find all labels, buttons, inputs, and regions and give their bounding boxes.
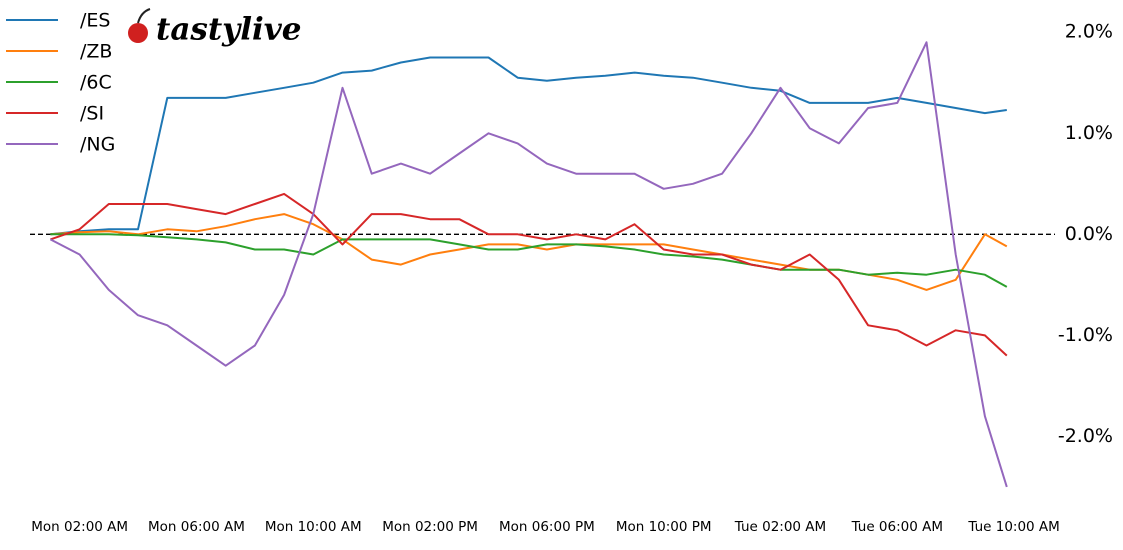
legend-label: /NG [80,134,115,156]
logo-stem [137,8,151,24]
legend-label: /SI [80,103,104,125]
series-line [50,56,1007,236]
series-line [50,233,1008,288]
x-tick-label: Mon 10:00 AM [265,519,362,535]
legend-label: /ES [80,10,110,32]
x-tick-label: Tue 10:00 AM [967,519,1059,535]
legend-label: /6C [80,72,112,94]
y-tick-label: 1.0% [1065,122,1113,144]
x-tick-label: Mon 06:00 PM [499,519,595,535]
x-tick-label: Tue 06:00 AM [851,519,943,535]
logo-text: tastylive [156,12,301,48]
y-tick-label: -1.0% [1058,324,1113,346]
x-tick-label: Mon 10:00 PM [616,519,712,535]
x-tick-label: Mon 02:00 PM [382,519,478,535]
y-tick-label: -2.0% [1058,425,1113,447]
y-tick-label: 2.0% [1065,21,1113,43]
legend-label: /ZB [80,41,112,63]
x-tick-label: Tue 02:00 AM [734,519,826,535]
y-tick-label: 0.0% [1065,223,1113,245]
series-line [50,192,1008,357]
series-line [49,41,1008,488]
x-tick-label: Mon 06:00 AM [148,519,245,535]
x-tick-label: Mon 02:00 AM [31,519,128,535]
logo: tastylive [128,8,301,48]
logo-cherry [128,23,148,43]
series-line [50,213,1008,291]
